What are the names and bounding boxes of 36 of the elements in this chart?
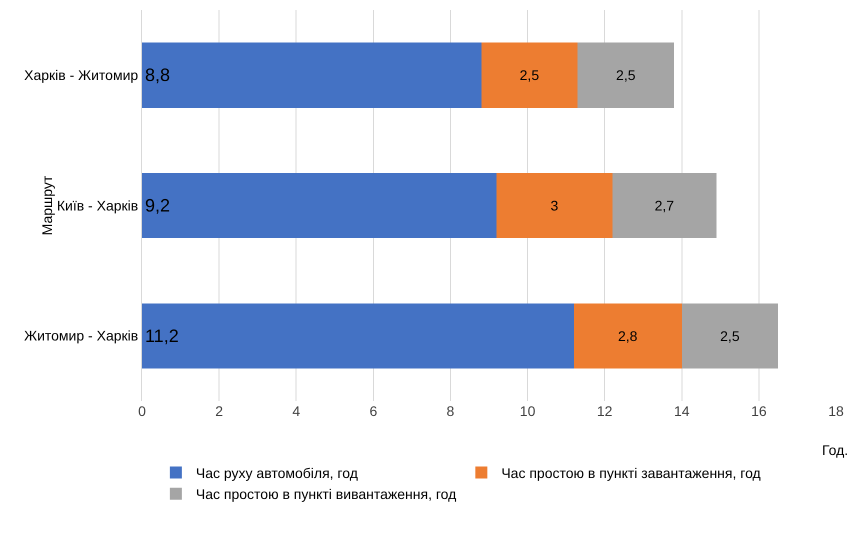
x-tick-label: 14 — [674, 403, 690, 419]
legend-label: Час руху автомобіля, год — [196, 465, 358, 481]
bar — [142, 42, 482, 108]
data-label: 2,5 — [616, 67, 636, 84]
y-tick-label: Житомир - Харків — [24, 328, 138, 344]
bar — [574, 303, 682, 368]
data-label: 2,5 — [520, 67, 540, 84]
y-axis-title: Маршрут — [38, 175, 55, 236]
x-tick-label: 0 — [138, 403, 146, 419]
legend-label: Час простою в пункті завантаження, год — [501, 465, 761, 481]
data-label: 3 — [550, 198, 559, 214]
x-tick-label: 10 — [520, 403, 536, 419]
data-label: 8,8 — [145, 65, 170, 86]
data-label: 2,8 — [618, 328, 638, 344]
legend-label: Час простою в пункті вивантаження, год — [196, 486, 456, 502]
bar — [578, 42, 674, 108]
data-label: 2,7 — [654, 198, 674, 214]
bar — [481, 42, 578, 108]
y-tick-label: Київ - Харків — [56, 197, 138, 214]
data-label: 2,5 — [720, 328, 740, 344]
data-label: 11,2 — [145, 326, 179, 346]
bar — [682, 303, 778, 368]
x-axis-title: Год. — [822, 442, 848, 458]
x-tick-label: 6 — [369, 403, 378, 419]
data-label: 9,2 — [145, 196, 170, 216]
x-tick-label: 12 — [596, 403, 613, 419]
bar — [496, 172, 612, 238]
bar — [142, 303, 574, 368]
bar — [612, 172, 716, 238]
x-tick-label: 16 — [751, 403, 767, 419]
bar — [142, 172, 497, 238]
x-tick-label: 2 — [215, 403, 224, 419]
x-tick-label: 18 — [828, 403, 844, 419]
y-tick-label: Харків - Житомир — [24, 67, 138, 84]
x-tick-label: 8 — [446, 403, 455, 419]
x-tick-label: 4 — [292, 403, 300, 419]
